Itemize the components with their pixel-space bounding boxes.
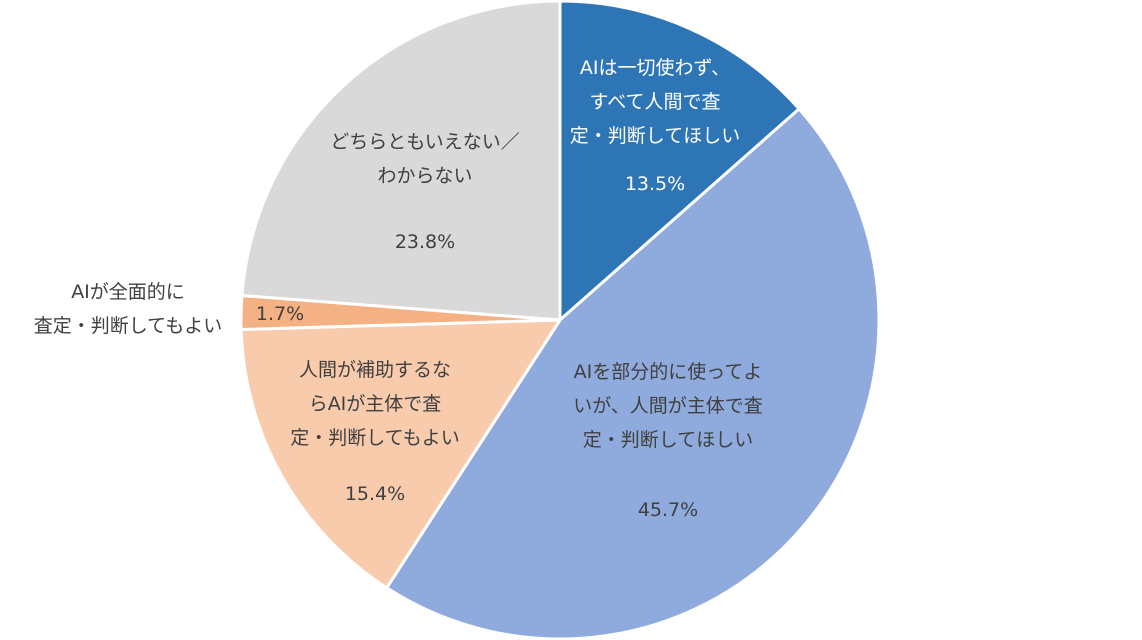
slice-5-label-line-2: わからない — [377, 165, 472, 187]
pie-slice-5 — [240, 0, 562, 322]
slice-2-label-line-2: いが、人間が主体で査 — [573, 395, 763, 417]
slice-2-label-line-3: 定・判断してほしい — [583, 429, 753, 451]
slice-1-value-label: 13.5% — [625, 173, 685, 195]
pie-slice-1 — [558, 0, 801, 322]
slice-3-value-label: 15.4% — [345, 483, 405, 505]
slice-label-group-5: どちらともいえない／ わからない 23.8% — [330, 131, 520, 253]
slice-1-label-line-2: すべて人間で査 — [590, 91, 721, 113]
slice-4-value-label: 1.7% — [256, 303, 304, 325]
pie-slice-2 — [385, 107, 881, 640]
slice-5-label-line-1: どちらともいえない／ — [330, 131, 520, 153]
slice-4-label-line-1: AIが全面的に — [71, 281, 185, 303]
slice-2-value-label: 45.7% — [638, 499, 698, 521]
pie-slice-3 — [239, 318, 562, 590]
slice-4-label-line-2: 査定・判断してもよい — [34, 315, 222, 337]
slice-2-label-line-1: AIを部分的に使ってよ — [574, 361, 763, 383]
slice-3-label-line-2: らAIが主体で査 — [309, 393, 442, 415]
slice-5-value-label: 23.8% — [395, 231, 455, 253]
slice-3-label-line-3: 定・判断してもよい — [290, 427, 459, 449]
slice-1-label-line-1: AIは一切使わず、 — [580, 57, 730, 79]
slice-1-label-line-3: 定・判断してほしい — [570, 125, 740, 147]
slice-3-label-line-1: 人間が補助するな — [299, 359, 451, 381]
